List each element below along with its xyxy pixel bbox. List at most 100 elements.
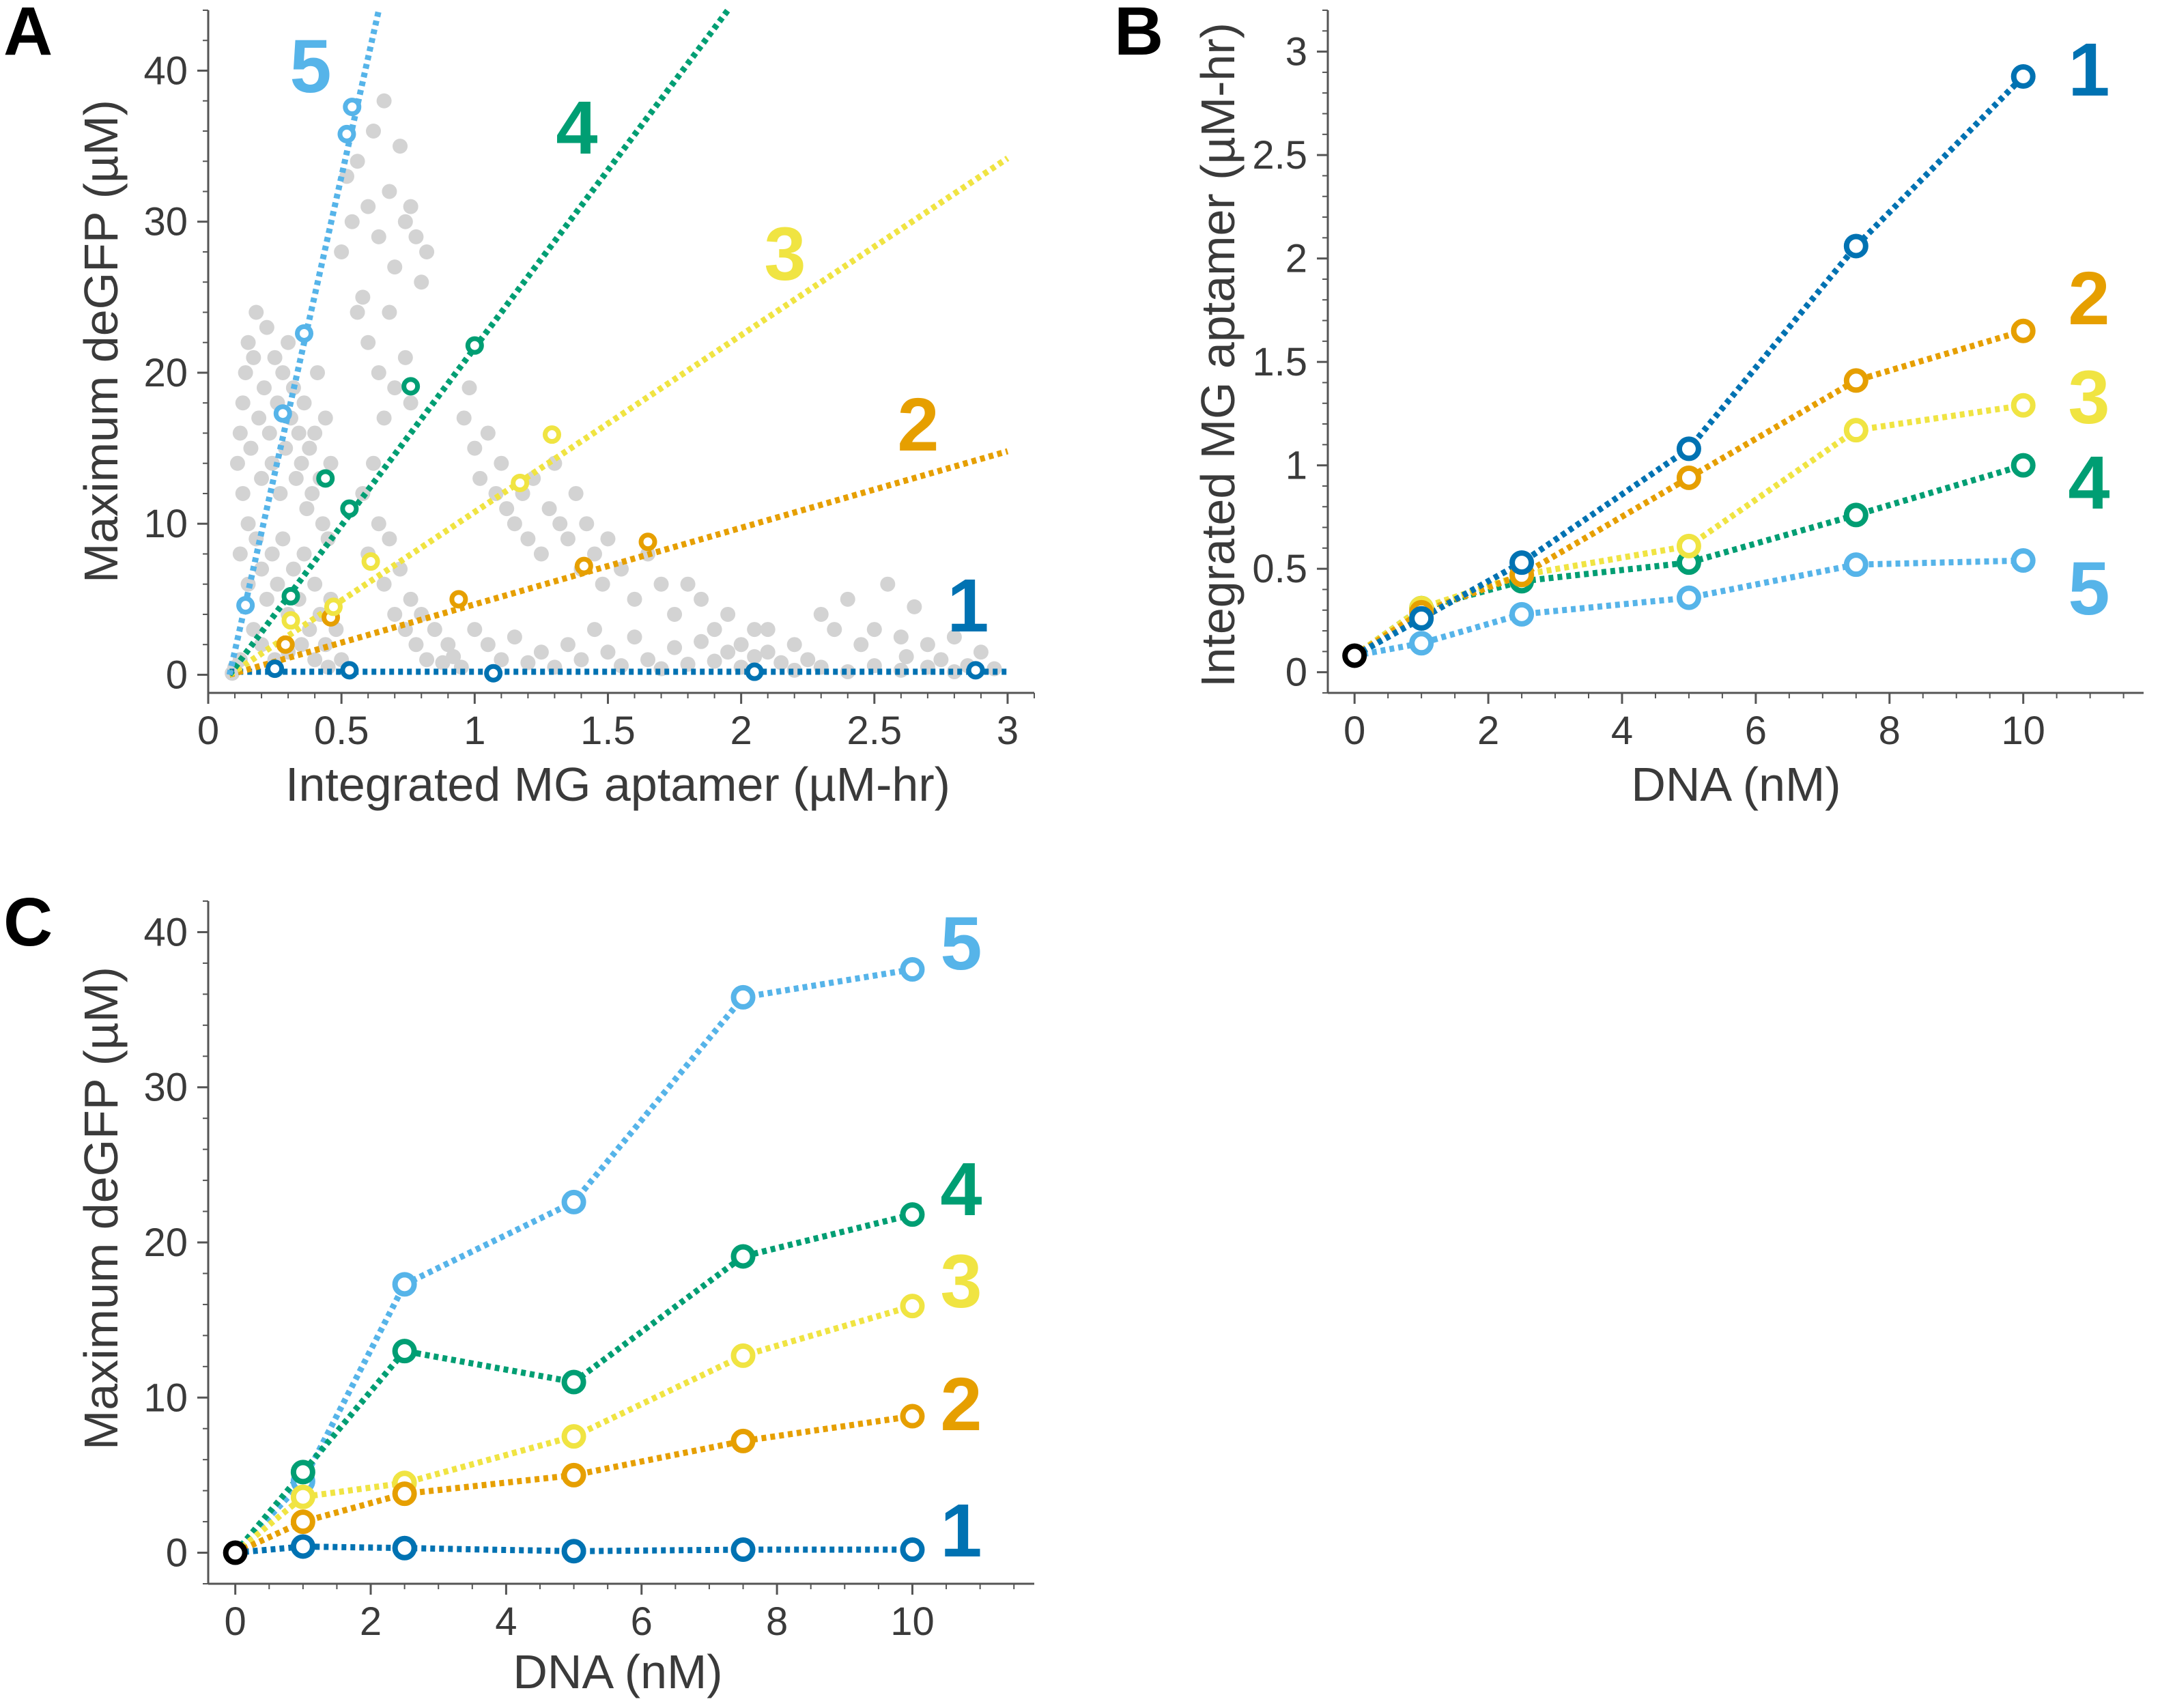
panel-c-point-series-4 xyxy=(561,1369,586,1395)
panel-b-y-tick-label: 2.5 xyxy=(1252,133,1307,177)
panel-a-background-point xyxy=(235,395,251,411)
panel-a-background-point xyxy=(579,516,595,532)
panel-a-background-point xyxy=(304,485,320,501)
panel-a-point-series-4 xyxy=(316,469,335,488)
panel-a-x-axis-title: Integrated MG aptamer (µM-hr) xyxy=(285,758,950,811)
panel-b-point-series-5 xyxy=(2010,548,2036,573)
panel-a-background-point xyxy=(371,229,386,244)
panel-c-point-series-1 xyxy=(900,1537,925,1562)
panel-a-background-point xyxy=(360,199,376,214)
panel-a-point-series-1 xyxy=(745,662,764,681)
panel-a-background-point xyxy=(453,659,469,675)
panel-c-y-tick-label: 40 xyxy=(143,910,188,954)
panel-a-point-series-1 xyxy=(266,659,285,679)
panel-b-line-series-4 xyxy=(1352,462,2024,659)
panel-c-x-axis-title: DNA (nM) xyxy=(513,1645,722,1698)
panel-a-background-point xyxy=(360,335,376,350)
panel-a-background-point xyxy=(393,139,408,154)
panel-b-point-series-1 xyxy=(2010,63,2036,89)
panel-c-point-series-3 xyxy=(730,1343,756,1368)
panel-a-background-point xyxy=(499,501,515,517)
panel-a-background-point xyxy=(275,531,291,547)
panel-a-background-point xyxy=(264,546,280,562)
panel-a-y-axis-title: Maximum deGFP (µM) xyxy=(74,100,128,583)
panel-a-background-point xyxy=(296,395,312,411)
panel-a-series-label-1: 1 xyxy=(947,564,989,648)
panel-a-background-point xyxy=(246,622,261,638)
panel-a-background-point xyxy=(408,637,424,653)
panel-c-x-tick-label: 0 xyxy=(225,1599,246,1644)
panel-a-x-tick-label: 2.5 xyxy=(847,709,902,753)
panel-a-background-point xyxy=(467,440,483,456)
panel-c-y-tick-label: 0 xyxy=(166,1531,188,1576)
panel-c-point-series-4 xyxy=(290,1460,315,1485)
panel-a-y-tick-label: 0 xyxy=(166,653,188,697)
panel-a-background-point xyxy=(382,304,397,320)
panel-a-x-tick-label: 2 xyxy=(730,709,752,753)
panel-a-background-point xyxy=(259,319,274,335)
panel-a-background-point xyxy=(350,304,365,320)
panel-a-background-point xyxy=(376,410,392,426)
panel-b-point-series-4 xyxy=(1843,502,1868,528)
panel-c-point-series-4 xyxy=(730,1244,756,1269)
panel-b-point-series-3 xyxy=(1676,533,1701,558)
panel-a-x-tick-label: 0.5 xyxy=(314,709,369,753)
panel-b-line-series-1 xyxy=(1353,74,2026,659)
panel-a-background-point xyxy=(920,637,935,653)
panel-c-series-label-4: 4 xyxy=(940,1148,982,1232)
panel-a-background-point xyxy=(600,531,616,547)
panel-a-background-point xyxy=(694,634,709,649)
panel-c-x-tick-label: 2 xyxy=(360,1599,382,1644)
panel-c-line-series-2 xyxy=(233,1413,913,1556)
panel-a-background-point xyxy=(270,576,285,592)
panel-a-background-point xyxy=(560,531,575,547)
panel-a-background-point xyxy=(371,516,386,532)
panel-a-background-point xyxy=(256,380,272,396)
panel-a-x-tick-label: 0 xyxy=(197,709,219,753)
panel-b-point-series-5 xyxy=(1409,631,1434,656)
panel-a-point-series-2 xyxy=(574,556,593,575)
panel-a-background-point xyxy=(827,622,842,638)
panel-c-chart: 0 2 4 6 8 10 0 10 20 30 40 xyxy=(143,900,1034,1644)
panel-a-background-point xyxy=(350,154,365,169)
panel-a-point-series-4 xyxy=(340,499,359,518)
panel-a-x-tick-label: 1 xyxy=(464,709,485,753)
panel-b-y-tick-label: 1 xyxy=(1285,444,1307,488)
panel-b-series-label-5: 5 xyxy=(2068,547,2109,631)
panel-b-series-label-3: 3 xyxy=(2068,356,2109,440)
panel-a-background-point xyxy=(733,637,749,653)
panel-a-x-tick-label: 3 xyxy=(997,709,1019,753)
panel-a-background-point xyxy=(568,485,584,501)
panel-b-point-series-1 xyxy=(1676,436,1701,461)
panel-a-background-point xyxy=(680,656,696,672)
panel-a-background-point xyxy=(243,440,259,456)
panel-c-point-series-1 xyxy=(290,1534,315,1559)
panel-a-background-point xyxy=(344,214,360,229)
panel-a-background-point xyxy=(229,455,245,471)
panel-a-background-point xyxy=(614,658,629,674)
panel-a-background-point xyxy=(946,664,962,680)
panel-a-background-point xyxy=(946,629,962,645)
panel-a-background-point xyxy=(840,664,855,680)
panel-c-point-series-2 xyxy=(900,1404,925,1429)
panel-a-background-point xyxy=(267,350,283,365)
panel-c-point-series-1 xyxy=(392,1535,417,1561)
panel-a-background-point xyxy=(427,622,442,638)
panel-a-background-point xyxy=(334,244,350,259)
panel-a-point-series-5 xyxy=(273,404,292,423)
panel-a-background-point xyxy=(533,644,549,660)
panel-a-background-point xyxy=(526,470,541,486)
panel-a-background-point xyxy=(376,93,392,109)
panel-b-x-tick-label: 2 xyxy=(1477,709,1499,753)
panel-a-series-label-3: 3 xyxy=(764,212,806,296)
panel-a-point-series-2 xyxy=(276,635,295,654)
panel-b-series-label-1: 1 xyxy=(2068,28,2109,112)
panel-b-origin-point xyxy=(1342,643,1367,668)
panel-a-background-point xyxy=(707,653,722,669)
panel-c-series-label-2: 2 xyxy=(940,1363,982,1447)
panel-b-y-tick-label: 1.5 xyxy=(1252,340,1307,384)
panel-a-background-point xyxy=(898,649,914,664)
panel-a-background-point xyxy=(414,274,429,290)
panel-c-origin-point xyxy=(223,1540,248,1565)
panel-a-background-point xyxy=(387,606,403,622)
